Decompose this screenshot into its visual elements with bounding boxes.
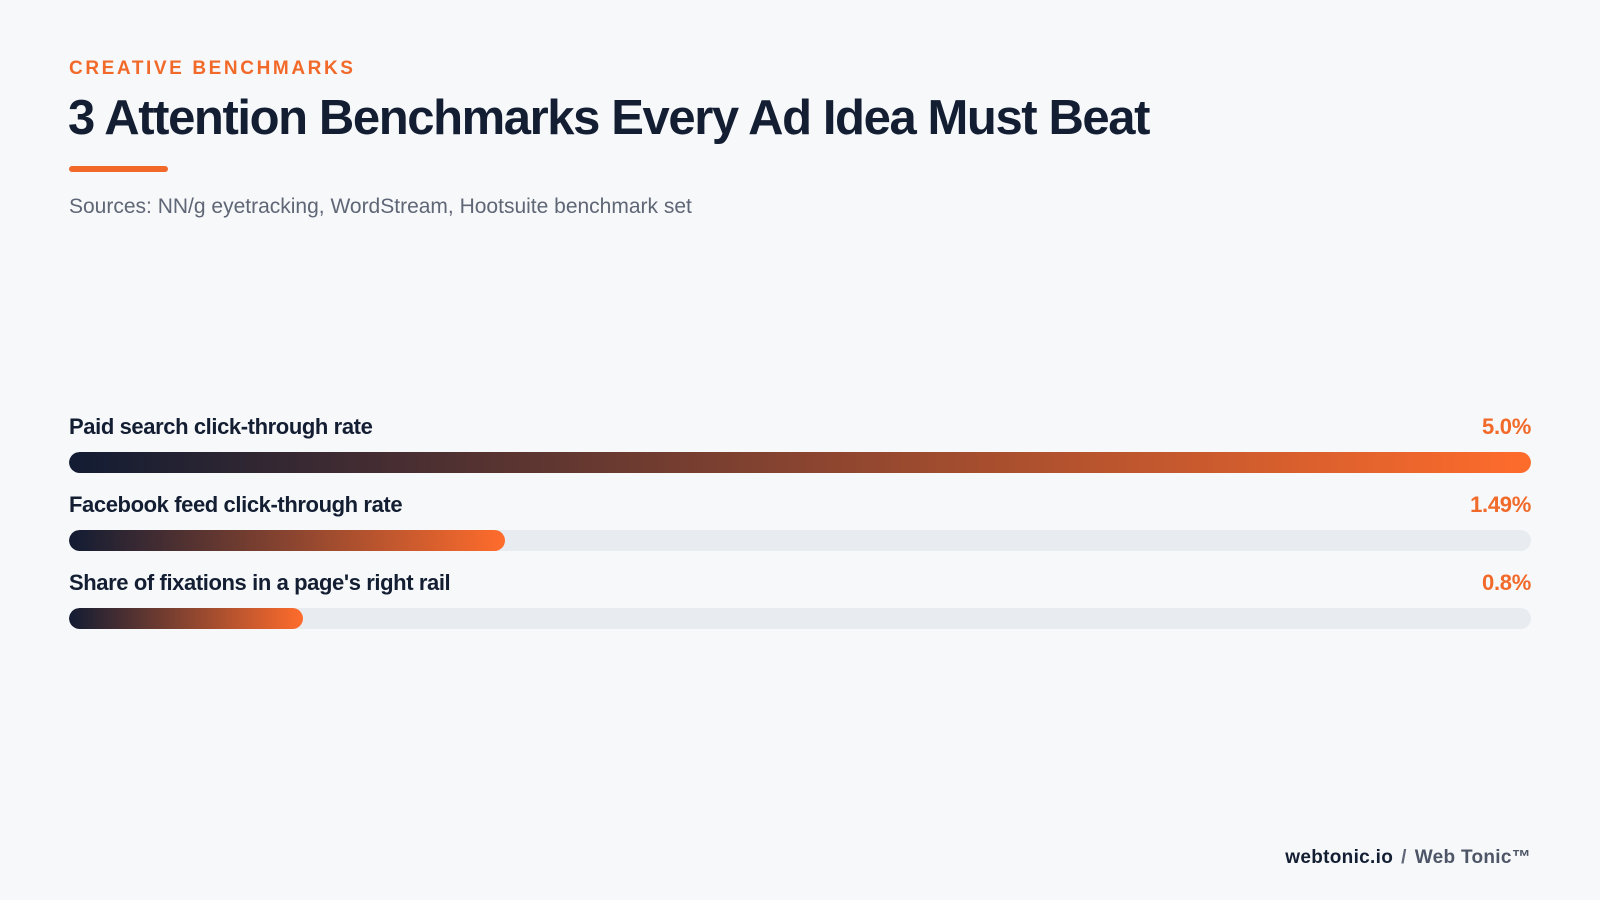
sources-subtitle: Sources: NN/g eyetracking, WordStream, H… <box>69 195 692 218</box>
bar-row: Facebook feed click-through rate 1.49% <box>69 490 1531 568</box>
bar-value-label: 1.49% <box>1470 492 1531 517</box>
bar-label: Share of fixations in a page's right rai… <box>69 570 451 595</box>
bar-track <box>69 452 1531 473</box>
footer-brand: Web Tonic™ <box>1414 847 1531 868</box>
bar-fill <box>69 452 1531 473</box>
footer-domain[interactable]: webtonic.io <box>1285 847 1394 868</box>
eyebrow-label: CREATIVE BENCHMARKS <box>69 58 356 79</box>
bar-value-label: 0.8% <box>1482 570 1531 595</box>
page-title: 3 Attention Benchmarks Every Ad Idea Mus… <box>68 91 1150 145</box>
bar-track <box>69 608 1531 629</box>
title-underline <box>69 166 168 172</box>
footer-credit: webtonic.io / Web Tonic™ <box>1285 847 1531 869</box>
bar-row: Paid search click-through rate 5.0% <box>69 412 1531 490</box>
bar-row: Share of fixations in a page's right rai… <box>69 568 1531 646</box>
bar-fill <box>69 608 303 629</box>
bar-fill <box>69 530 505 551</box>
bar-label: Facebook feed click-through rate <box>69 492 403 517</box>
bar-track <box>69 530 1531 551</box>
bar-value-label: 5.0% <box>1482 414 1531 439</box>
footer-separator: / <box>1401 847 1407 868</box>
bar-chart: Paid search click-through rate 5.0% Facebo… <box>69 412 1531 646</box>
bar-label: Paid search click-through rate <box>69 414 373 439</box>
